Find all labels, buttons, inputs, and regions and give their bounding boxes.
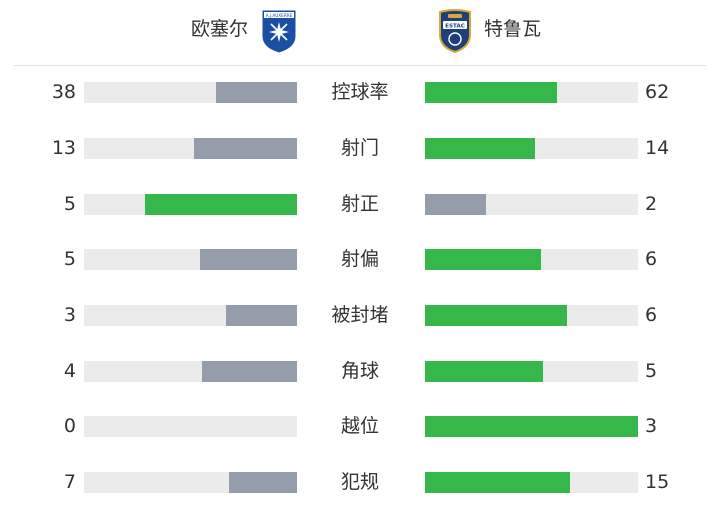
- home-team-name: 欧塞尔: [190, 18, 248, 40]
- away-bar-fill: [425, 249, 542, 270]
- away-value: 15: [645, 471, 670, 493]
- home-bar-track: [84, 194, 297, 215]
- home-bar-track: [84, 82, 297, 103]
- away-bar-fill: [425, 194, 486, 215]
- away-bar-track: [425, 416, 638, 437]
- away-bar-fill: [425, 472, 571, 493]
- away-bar-fill: [425, 305, 567, 326]
- stat-row: 38 控球率 62: [0, 72, 720, 112]
- stat-row: 0 越位 3: [0, 406, 720, 446]
- home-bar-fill: [202, 361, 297, 382]
- away-bar-track: [425, 194, 638, 215]
- stat-label: 犯规: [340, 471, 379, 493]
- away-bar-fill: [425, 361, 544, 382]
- away-bar-track: [425, 138, 638, 159]
- away-value: 3: [645, 415, 658, 437]
- home-bar-track: [84, 138, 297, 159]
- stat-label: 射偏: [340, 248, 379, 270]
- home-bar-fill: [144, 194, 297, 215]
- stat-row: 5 射正 2: [0, 184, 720, 224]
- away-bar-track: [425, 305, 638, 326]
- home-value: 7: [63, 471, 76, 493]
- stat-row: 13 射门 14: [0, 128, 720, 168]
- home-value: 38: [51, 81, 76, 103]
- match-header: 欧塞尔 A.J.AUXERRE ESTAC 特鲁瓦: [0, 0, 720, 66]
- auxerre-crest-icon: A.J.AUXERRE: [261, 9, 297, 54]
- home-value: 4: [63, 360, 76, 382]
- stat-row: 5 射偏 6: [0, 239, 720, 279]
- svg-text:ESTAC: ESTAC: [445, 24, 465, 30]
- home-bar-track: [84, 472, 297, 493]
- away-value: 62: [645, 81, 670, 103]
- stats-list: 38 控球率 62 13 射门 14 5 射正 2 5 射偏 6 3 被封堵 6 4 角球 5 0 越位 3 7 犯规 15: [0, 66, 720, 513]
- home-bar-fill: [194, 138, 297, 159]
- away-bar-track: [425, 361, 638, 382]
- away-value: 6: [645, 304, 658, 326]
- stat-label: 射正: [340, 193, 379, 215]
- away-bar-fill: [425, 416, 638, 437]
- home-bar-fill: [226, 305, 297, 326]
- home-bar-fill: [216, 82, 297, 103]
- away-bar-track: [425, 249, 638, 270]
- troyes-crest-icon: ESTAC: [439, 9, 471, 53]
- stat-row: 7 犯规 15: [0, 462, 720, 502]
- home-bar-fill: [229, 472, 297, 493]
- away-value: 6: [645, 248, 658, 270]
- stat-label: 射门: [340, 137, 379, 159]
- home-bar-fill: [200, 249, 297, 270]
- away-bar-track: [425, 82, 638, 103]
- stat-row: 4 角球 5: [0, 351, 720, 391]
- home-value: 13: [51, 137, 76, 159]
- stat-label: 越位: [340, 415, 379, 437]
- away-bar-fill: [425, 138, 536, 159]
- header-divider: [14, 65, 706, 66]
- home-bar-track: [84, 305, 297, 326]
- svg-text:A.J.AUXERRE: A.J.AUXERRE: [266, 13, 293, 18]
- stat-label: 被封堵: [331, 304, 389, 326]
- away-bar-track: [425, 472, 638, 493]
- home-bar-track: [84, 249, 297, 270]
- stat-row: 3 被封堵 6: [0, 295, 720, 335]
- home-value: 5: [63, 193, 76, 215]
- stat-label: 角球: [340, 360, 379, 382]
- home-bar-track: [84, 361, 297, 382]
- away-bar-fill: [425, 82, 558, 103]
- away-value: 14: [645, 137, 670, 159]
- away-team-name: 特鲁瓦: [484, 18, 542, 40]
- stat-label: 控球率: [331, 81, 389, 103]
- home-value: 5: [63, 248, 76, 270]
- home-value: 3: [63, 304, 76, 326]
- home-value: 0: [63, 415, 76, 437]
- home-bar-track: [84, 416, 297, 437]
- away-value: 5: [645, 360, 658, 382]
- away-value: 2: [645, 193, 658, 215]
